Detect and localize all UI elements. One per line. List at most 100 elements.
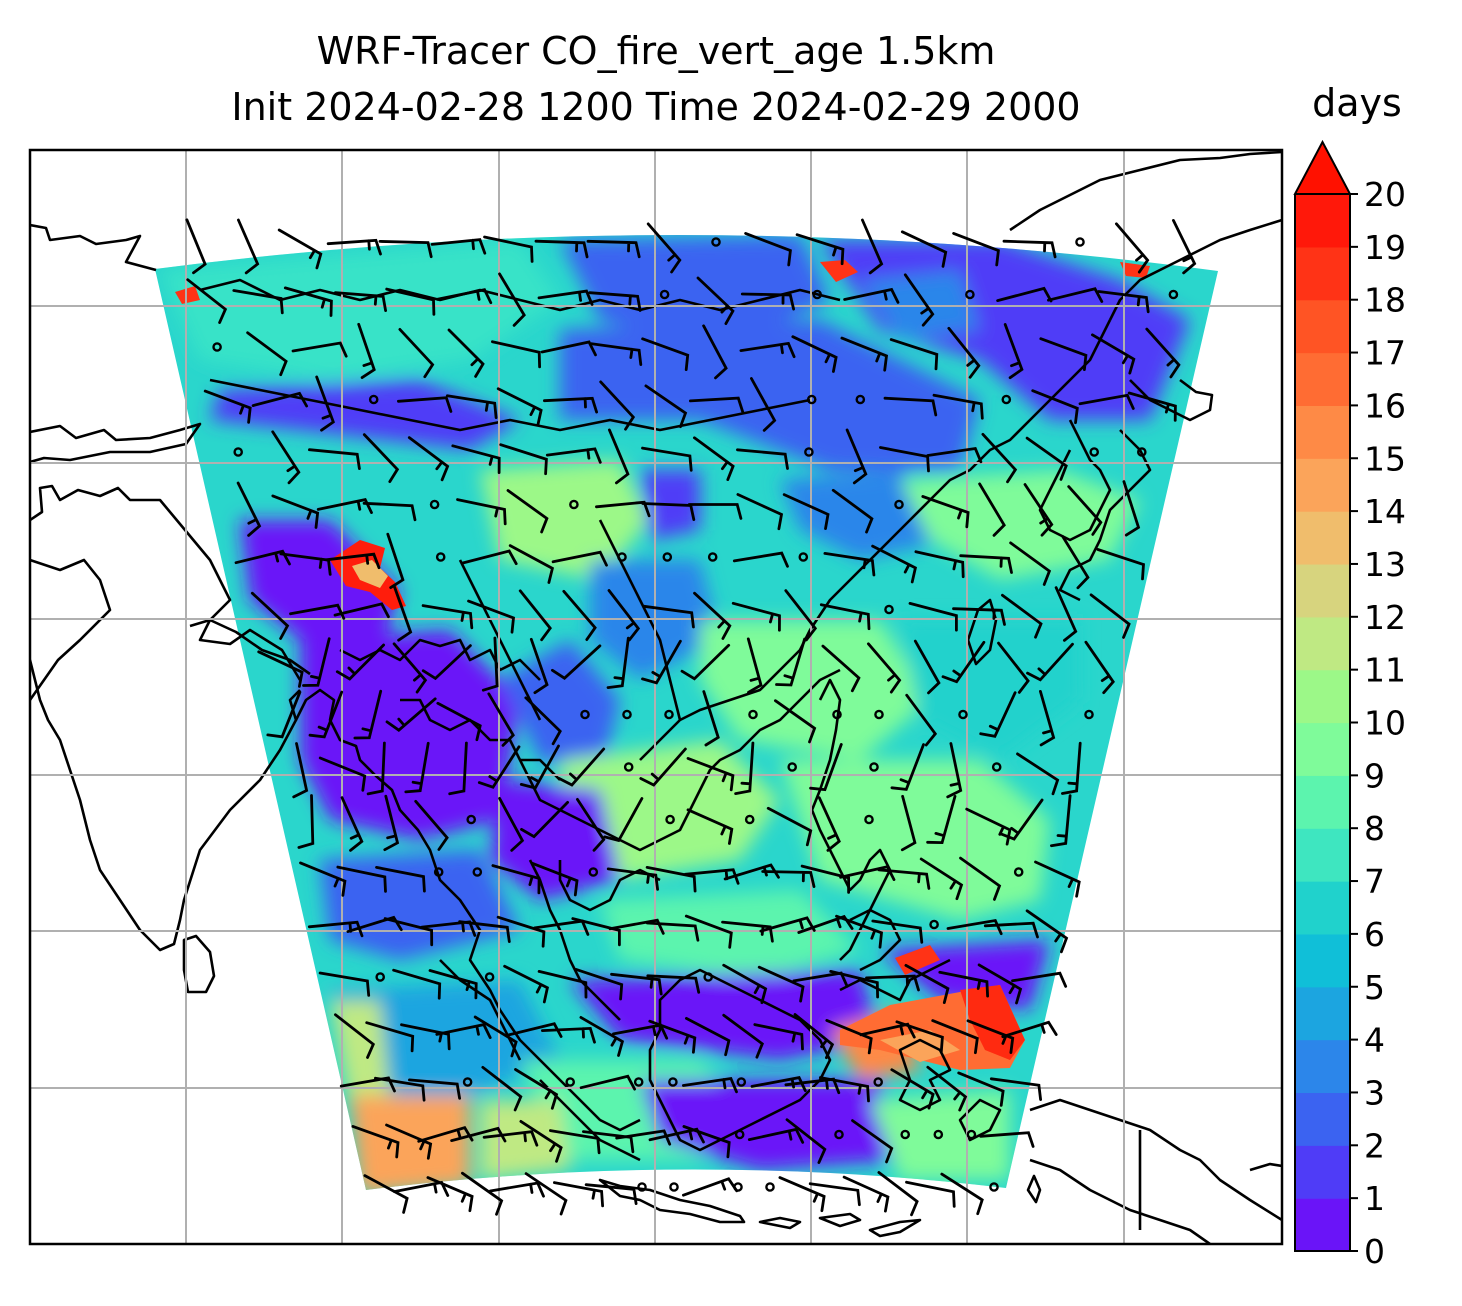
wind-barb (1039, 690, 1056, 747)
calm-wind-circle (659, 289, 670, 300)
wind-barb (926, 795, 957, 845)
wind-barb (1047, 287, 1104, 303)
calm-wind-circle (435, 552, 446, 562)
wind-barb (861, 218, 884, 275)
wind-barb (579, 1074, 636, 1091)
wind-barb (914, 550, 965, 579)
wind-barb (346, 915, 403, 933)
wind-barb (926, 446, 983, 464)
wind-barb (722, 963, 768, 1005)
wind-barb (549, 1129, 601, 1155)
calm-wind-circle (894, 499, 904, 510)
calm-wind-circle (748, 709, 758, 720)
calm-wind-circle (1137, 447, 1147, 457)
wind-barb (684, 914, 733, 949)
wind-barb (977, 963, 1023, 1005)
wind-barb (1050, 794, 1072, 848)
wind-barb (1096, 548, 1145, 581)
wind-barb (739, 341, 796, 359)
calm-wind-circle (958, 709, 968, 720)
wind-barb (867, 642, 902, 694)
colorbar-tick-label: 11 (1364, 651, 1406, 690)
calm-wind-circle (733, 1182, 743, 1192)
wind-barb (1097, 290, 1150, 314)
colorbar-tick-label: 4 (1364, 1021, 1385, 1060)
wind-barb (1127, 391, 1177, 422)
calm-wind-circle (798, 552, 809, 562)
calm-wind-circle (1168, 289, 1179, 300)
wind-barb (642, 604, 695, 629)
wind-barb (366, 741, 386, 796)
wind-barb (957, 1071, 1005, 1107)
wind-barb (435, 1023, 492, 1039)
calm-wind-circle (1001, 394, 1012, 405)
calm-wind-circle (588, 867, 599, 877)
wind-barb (271, 430, 301, 485)
wind-barb (537, 970, 588, 999)
calm-wind-circle (765, 1182, 775, 1192)
wind-barb (908, 602, 958, 632)
gridlines (30, 150, 1282, 1244)
wind-barb (251, 391, 308, 408)
wind-barb (351, 1125, 400, 1159)
calm-wind-circle (466, 814, 477, 825)
calm-wind-circle (991, 762, 1002, 772)
calm-wind-circle (900, 1129, 911, 1140)
wind-barb (639, 747, 687, 787)
wind-barb (819, 603, 871, 631)
wind-barb (498, 272, 526, 327)
colorbar-segment (1295, 563, 1350, 618)
wind-barb (1061, 535, 1090, 590)
wind-barb (947, 326, 981, 379)
wind-barb (362, 433, 400, 483)
wind-barb (791, 335, 838, 373)
wind-barb (603, 797, 644, 843)
wind-barb (334, 1013, 376, 1059)
wind-barb (1003, 323, 1024, 380)
calm-wind-circle (787, 762, 798, 772)
wind-barb (1089, 593, 1131, 639)
wind-barb (374, 1076, 426, 1102)
wind-barb (926, 1065, 968, 1112)
wind-barb (686, 757, 735, 792)
calm-wind-circle (429, 499, 440, 510)
wind-barb (421, 604, 474, 630)
wind-barb (1026, 642, 1074, 682)
wind-barb (731, 601, 781, 632)
title-line-2: Init 2024-02-28 1200 Time 2024-02-29 200… (231, 85, 1081, 129)
colorbar-segment (1295, 405, 1350, 459)
wind-barb (392, 642, 428, 694)
wind-barb (436, 288, 493, 305)
wind-barb (747, 1127, 805, 1144)
wind-barb (782, 493, 830, 530)
colorbar-tick-label: 7 (1364, 862, 1385, 901)
calm-wind-circle (662, 552, 673, 562)
calm-wind-circle (744, 814, 755, 825)
wind-barb (185, 218, 207, 275)
wind-barb (451, 444, 501, 474)
wind-barb (308, 448, 361, 470)
colorbar-segment (1295, 299, 1350, 354)
wind-barb (339, 1076, 396, 1093)
wind-barb (237, 218, 260, 275)
colorbar-segment (1295, 828, 1350, 882)
wind-barb (530, 861, 579, 897)
wind-barb (877, 868, 931, 890)
colorbar-segment (1295, 246, 1350, 301)
wind-barb (1054, 586, 1078, 642)
wind-barb (375, 866, 426, 893)
calm-wind-circle (462, 1077, 473, 1087)
wind-barb (682, 1076, 738, 1094)
calm-wind-circle (622, 709, 632, 720)
calm-wind-circle (664, 709, 674, 720)
wind-barb (461, 549, 518, 566)
wind-barb (1034, 860, 1081, 898)
colorbar-extend-arrow (1293, 139, 1352, 195)
wind-barb (315, 375, 335, 432)
calm-wind-circle (472, 867, 483, 877)
wind-barb (508, 544, 555, 584)
wind-barb (905, 1180, 956, 1208)
colorbar-tick-label: 6 (1364, 915, 1385, 954)
wind-barb (579, 1016, 625, 1057)
